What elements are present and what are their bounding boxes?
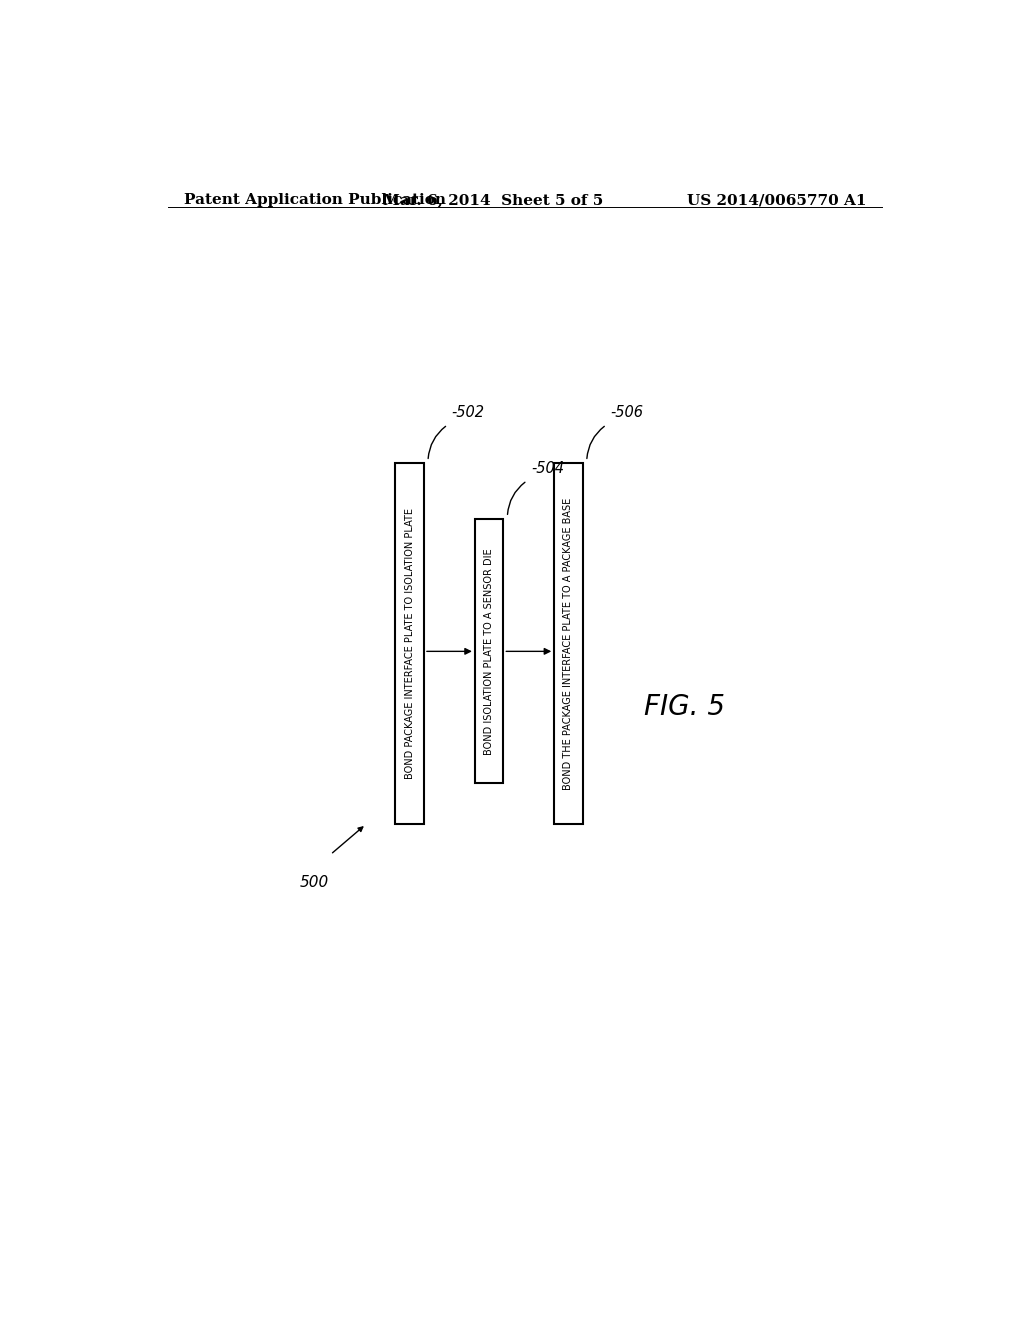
Text: -502: -502 xyxy=(452,405,484,420)
Text: FIG. 5: FIG. 5 xyxy=(644,693,725,721)
Bar xyxy=(475,519,504,784)
Text: Mar. 6, 2014  Sheet 5 of 5: Mar. 6, 2014 Sheet 5 of 5 xyxy=(383,193,603,207)
Text: BOND THE PACKAGE INTERFACE PLATE TO A PACKAGE BASE: BOND THE PACKAGE INTERFACE PLATE TO A PA… xyxy=(563,498,573,789)
Bar xyxy=(554,463,583,824)
Text: -506: -506 xyxy=(610,405,643,420)
Text: US 2014/0065770 A1: US 2014/0065770 A1 xyxy=(686,193,866,207)
Text: Patent Application Publication: Patent Application Publication xyxy=(183,193,445,207)
Text: BOND PACKAGE INTERFACE PLATE TO ISOLATION PLATE: BOND PACKAGE INTERFACE PLATE TO ISOLATIO… xyxy=(404,508,415,779)
Text: BOND ISOLATION PLATE TO A SENSOR DIE: BOND ISOLATION PLATE TO A SENSOR DIE xyxy=(484,548,495,755)
Bar xyxy=(395,463,424,824)
Text: -504: -504 xyxy=(531,461,564,475)
Text: 500: 500 xyxy=(300,875,329,890)
